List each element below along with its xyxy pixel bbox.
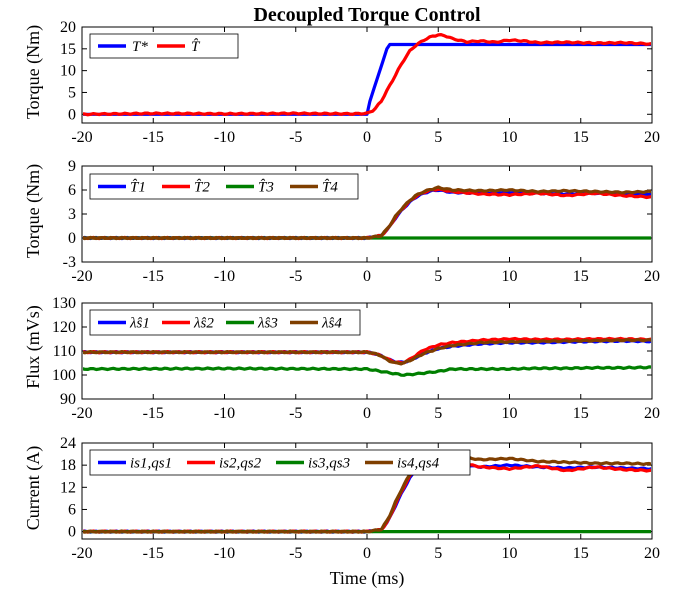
- panel-1-y-tick-label: -3: [63, 254, 76, 271]
- panel-2-x-tick-label: 0: [363, 405, 371, 422]
- panel-1-legend-label: T̂1: [130, 179, 146, 195]
- panel-1-legend-label: T̂2: [194, 179, 210, 195]
- panel-current: Current (A) -20 -15 -10 -5 0 5 10 15 20 0 6 12 18 24 i…: [23, 435, 660, 562]
- panel-1-y-tick-label: 0: [68, 230, 76, 247]
- panel-3-legend-label: is4,qs4: [397, 456, 440, 472]
- panel-0-y-tick-label: 15: [60, 41, 76, 58]
- panel-1-x-tick-label: -10: [214, 268, 235, 285]
- panel-0-x-tick-label: -10: [214, 129, 235, 146]
- panel-3-x-tick-label: -20: [71, 545, 92, 562]
- panel-3-x-tick-label: 0: [363, 545, 371, 562]
- panel-1-x-tick-label: -5: [289, 268, 302, 285]
- panel-0-x-tick-label: 20: [644, 129, 660, 146]
- panel-3-legend-label: is1,qs1: [130, 456, 172, 472]
- panel-3-ylabel: Current (A): [23, 446, 44, 530]
- panel-0-x-tick-label: 5: [434, 129, 442, 146]
- panel-1-y-tick-label: 9: [68, 158, 76, 175]
- panel-0-x-tick-label: 15: [573, 129, 589, 146]
- panel-0-y-tick-label: 5: [68, 84, 76, 101]
- panel-2-x-tick-label: -20: [71, 405, 92, 422]
- panel-2-x-tick-label: 5: [434, 405, 442, 422]
- panel-3-series-line: [83, 451, 651, 534]
- panel-3-y-tick-label: 6: [68, 501, 76, 518]
- panel-2-legend-label: λ̂s3: [257, 316, 278, 332]
- panel-2-x-tick-label: 20: [644, 405, 660, 422]
- panel-1-x-tick-label: -15: [143, 268, 164, 285]
- panel-0-y-tick-label: 10: [60, 63, 76, 80]
- panel-0-x-tick-label: -5: [289, 129, 302, 146]
- panel-2-y-tick-label: 110: [53, 343, 76, 360]
- panel-0-series-line: [83, 42, 651, 116]
- panel-0-x-tick-label: -15: [143, 129, 164, 146]
- panel-2-y-tick-label: 120: [52, 319, 76, 336]
- panel-0-y-tick-label: 20: [60, 19, 76, 36]
- panel-3-x-tick-label: 20: [644, 545, 660, 562]
- panel-2-legend-box: [89, 309, 361, 336]
- panel-0-x-tick-label: 0: [363, 129, 371, 146]
- panel-1-ylabel: Torque (Nm): [23, 164, 44, 258]
- panel-2-x-tick-label: -15: [143, 405, 164, 422]
- panel-0-legend-label: T*: [132, 39, 148, 55]
- panel-2-legend-label: λ̂s1: [129, 316, 150, 332]
- panel-3-x-tick-label: 5: [434, 545, 442, 562]
- panel-1-y-tick-label: 3: [68, 206, 76, 223]
- panel-0-x-tick-label: 10: [502, 129, 518, 146]
- panel-1-x-tick-label: 15: [573, 268, 589, 285]
- panel-3-y-tick-label: 24: [60, 435, 76, 452]
- panel-0-y-tick-label: 0: [68, 106, 76, 123]
- panel-flux: Flux (mVs) -20 -15 -10 -5 0 5 10 15 20 90 100 110 12…: [23, 295, 660, 422]
- panel-1-x-tick-label: -20: [71, 268, 92, 285]
- panel-3-x-tick-label: -15: [143, 545, 164, 562]
- panel-2-x-tick-label: 15: [573, 405, 589, 422]
- panel-0-ylabel: Torque (Nm): [23, 25, 44, 119]
- panel-3-y-tick-label: 12: [60, 479, 76, 496]
- panel-1-x-tick-label: 10: [502, 268, 518, 285]
- panel-2-legend-label: λ̂s4: [321, 316, 342, 332]
- x-axis-label: Time (ms): [330, 568, 405, 589]
- panel-2-y-tick-label: 90: [60, 391, 76, 408]
- panel-1-legend-label: T̂3: [258, 179, 274, 195]
- panel-1-series-line: [83, 185, 651, 241]
- panel-1-x-tick-label: 5: [434, 268, 442, 285]
- panel-2-ylabel: Flux (mVs): [23, 305, 44, 389]
- panel-3-legend-label: is2,qs2: [219, 456, 262, 472]
- panel-3-y-tick-label: 18: [60, 457, 76, 474]
- panel-3-y-tick-label: 0: [68, 524, 76, 541]
- panel-3-legend-label: is3,qs3: [308, 456, 350, 472]
- panel-3-x-tick-label: -10: [214, 545, 235, 562]
- panel-0-legend-label: T̂: [191, 39, 201, 55]
- panel-3-x-tick-label: 10: [502, 545, 518, 562]
- panel-2-x-tick-label: -5: [289, 405, 302, 422]
- panel-1-y-tick-label: 6: [68, 182, 76, 199]
- panel-1-legend-label: T̂4: [322, 179, 338, 195]
- panel-2-series-line: [83, 365, 651, 377]
- panel-2-x-tick-label: 10: [502, 405, 518, 422]
- panel-2-y-tick-label: 100: [52, 367, 76, 384]
- panel-0-x-tick-label: -20: [71, 129, 92, 146]
- panel-2-y-tick-label: 130: [52, 295, 76, 312]
- panel-1-x-tick-label: 0: [363, 268, 371, 285]
- chart-title: Decoupled Torque Control: [253, 4, 481, 26]
- panel-1-x-tick-label: 20: [644, 268, 660, 285]
- panel-torque-split: Torque (Nm) -20 -15 -10 -5 0 5 10 15 20 -3 0 3 6 9 T̂1…: [23, 158, 660, 285]
- panel-2-legend-label: λ̂s2: [193, 316, 214, 332]
- panel-0-series-line: [83, 33, 651, 117]
- panel-torque-total: Torque (Nm) -20 -15 -10 -5 0 5 10 15 20 0 5 10 15 20 T…: [23, 19, 660, 146]
- panel-3-x-tick-label: 15: [573, 545, 589, 562]
- panel-2-series-line: [83, 338, 651, 366]
- panel-2-x-tick-label: -10: [214, 405, 235, 422]
- panel-3-x-tick-label: -5: [289, 545, 302, 562]
